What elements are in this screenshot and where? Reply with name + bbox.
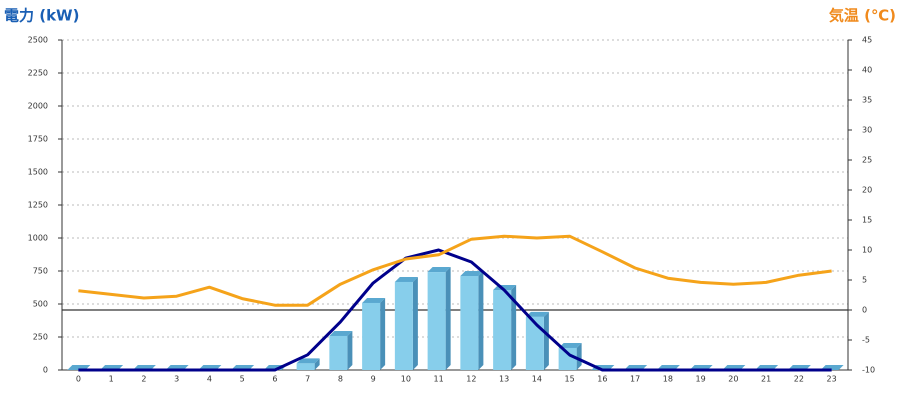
y-tick-label: 2250	[28, 69, 48, 78]
x-tick-label: 10	[401, 375, 411, 384]
bar-side	[380, 297, 386, 370]
y2-tick-label: 45	[862, 36, 872, 45]
x-tick-label: 7	[305, 375, 310, 384]
bar-side	[511, 285, 517, 370]
y2-tick-label: 15	[862, 216, 872, 225]
x-tick-label: 5	[240, 375, 245, 384]
x-tick-label: 12	[466, 375, 476, 384]
bar-top	[394, 276, 418, 282]
y2-axis-title: 気温 (℃)	[829, 7, 896, 25]
x-tick-label: 9	[371, 375, 376, 384]
bar	[296, 363, 315, 370]
bar-top	[558, 342, 582, 348]
x-tick-label: 18	[663, 375, 673, 384]
y2-tick-label: -10	[862, 366, 875, 375]
x-tick-label: 6	[272, 375, 277, 384]
x-tick-label: 21	[761, 375, 771, 384]
temperature-line	[78, 234, 832, 307]
y2-tick-label: 20	[862, 186, 872, 195]
bar	[329, 335, 348, 370]
x-tick-label: 8	[338, 375, 343, 384]
bar-side	[347, 330, 353, 370]
y-tick-label: 2000	[28, 102, 48, 111]
bar-side	[543, 311, 549, 370]
y-tick-label: 500	[33, 300, 48, 309]
bar	[493, 290, 512, 370]
power-line	[78, 248, 832, 372]
x-tick-label: 20	[728, 375, 738, 384]
y-tick-label: 1750	[28, 135, 48, 144]
x-tick-label: 19	[696, 375, 706, 384]
x-tick-label: 22	[794, 375, 804, 384]
y-tick-label: 2500	[28, 36, 48, 45]
y2-tick-label: 10	[862, 246, 872, 255]
bar-top	[296, 358, 320, 364]
y-tick-label: 1000	[28, 234, 48, 243]
bar	[362, 302, 381, 370]
x-tick-label: 13	[499, 375, 509, 384]
y2-tick-label: -5	[862, 336, 870, 345]
x-tick-label: 16	[597, 375, 607, 384]
x-tick-label: 15	[565, 375, 575, 384]
y2-tick-label: 0	[862, 306, 867, 315]
bar-top	[460, 271, 484, 277]
bar-side	[445, 267, 451, 370]
x-tick-label: 17	[630, 375, 640, 384]
bar	[558, 347, 577, 370]
bar-side	[412, 276, 418, 370]
x-tick-label: 1	[109, 375, 114, 384]
bar-top	[427, 267, 451, 273]
y-tick-label: 1250	[28, 201, 48, 210]
x-tick-label: 11	[434, 375, 444, 384]
bar-top	[362, 297, 386, 303]
x-tick-label: 4	[207, 375, 212, 384]
x-tick-label: 2	[141, 375, 146, 384]
x-tick-label: 0	[76, 375, 81, 384]
bar	[525, 316, 544, 370]
bar-top	[329, 330, 353, 336]
x-tick-label: 14	[532, 375, 542, 384]
y-tick-label: 250	[33, 333, 48, 342]
y-axis-title: 電力 (kW)	[4, 7, 79, 25]
bar-side	[314, 358, 320, 370]
y2-tick-label: 5	[862, 276, 867, 285]
y-tick-label: 0	[43, 366, 48, 375]
y2-tick-label: 35	[862, 96, 872, 105]
bar-side	[576, 342, 582, 370]
x-tick-label: 3	[174, 375, 179, 384]
y-tick-label: 750	[33, 267, 48, 276]
y2-tick-label: 30	[862, 126, 872, 135]
bar-top	[525, 311, 549, 317]
x-tick-label: 23	[827, 375, 837, 384]
y-tick-label: 1500	[28, 168, 48, 177]
y2-tick-label: 40	[862, 66, 872, 75]
bar	[460, 276, 479, 370]
bar	[427, 272, 446, 370]
bar	[394, 281, 413, 370]
y2-tick-label: 25	[862, 156, 872, 165]
bar-side	[478, 271, 484, 370]
